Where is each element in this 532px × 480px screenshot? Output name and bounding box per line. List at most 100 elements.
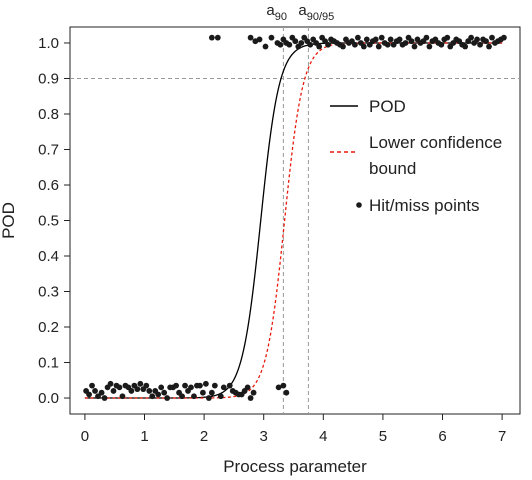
data-point (378, 34, 385, 41)
data-point (182, 382, 188, 389)
data-point (277, 41, 284, 48)
y-tick-label: 0.8 (38, 106, 59, 123)
data-point (483, 38, 489, 45)
data-point (217, 393, 224, 400)
x-tick-label: 4 (319, 428, 327, 445)
data-point (98, 389, 105, 396)
data-point (363, 36, 370, 43)
x-tick-label: 6 (438, 428, 446, 445)
data-point (247, 34, 254, 41)
data-point (164, 395, 171, 401)
data-point (107, 380, 114, 387)
data-point (146, 388, 153, 394)
data-point (208, 34, 215, 41)
data-point (283, 389, 290, 396)
data-point (340, 43, 346, 50)
data-point (116, 384, 123, 391)
label-subscript: 90 (275, 11, 287, 23)
data-point (173, 382, 179, 389)
threshold-labels: a90 a90/95 (266, 2, 334, 23)
data-point (325, 41, 331, 48)
data-point (462, 43, 469, 50)
data-point (191, 393, 197, 400)
data-point (158, 384, 165, 391)
data-point (307, 41, 314, 48)
x-tick-label: 5 (379, 428, 387, 445)
y-tick-label: 0.3 (38, 284, 59, 301)
data-point (110, 388, 117, 394)
data-point (268, 34, 275, 41)
x-tick-label: 7 (498, 428, 506, 445)
legend: POD Lower confidence bound Hit/miss points (330, 97, 502, 215)
label-base: a (298, 2, 307, 19)
data-point (211, 382, 218, 389)
data-point (474, 36, 480, 43)
data-point (360, 43, 367, 50)
data-point (188, 384, 194, 391)
label-base: a (266, 2, 275, 19)
data-point (352, 41, 358, 48)
data-point (92, 388, 98, 394)
data-point (250, 389, 257, 396)
data-point (375, 43, 382, 50)
y-tick-label: 0.4 (38, 248, 59, 265)
data-point (468, 34, 475, 41)
x-tick-label: 2 (200, 428, 208, 445)
a90-label: a90 (266, 2, 287, 23)
data-point (161, 389, 168, 396)
data-point (354, 34, 361, 41)
data-point (486, 43, 492, 50)
plot-frame (69, 26, 521, 415)
data-point (396, 36, 403, 43)
data-point (244, 384, 251, 391)
y-tick-label: 0.1 (38, 355, 59, 372)
data-point (402, 40, 409, 46)
data-point (143, 382, 150, 389)
data-point (292, 38, 299, 45)
data-point (101, 395, 108, 401)
data-point (501, 34, 507, 41)
data-point (411, 43, 418, 50)
data-point (275, 384, 282, 391)
data-point (86, 391, 92, 398)
y-tick-label: 0.2 (38, 319, 59, 336)
data-point (256, 36, 263, 43)
data-point (137, 380, 144, 387)
pod-curve (84, 42, 503, 399)
data-point (262, 43, 269, 50)
data-point (226, 382, 233, 389)
data-point (384, 41, 391, 48)
y-tick-label: 1.0 (38, 35, 59, 52)
data-point (247, 395, 254, 401)
y-tick-label: 0.6 (38, 177, 59, 194)
data-point (280, 382, 287, 389)
data-point (316, 43, 323, 50)
a90-95-label: a90/95 (298, 2, 334, 23)
legend-label: POD (369, 97, 406, 116)
data-point (205, 395, 212, 401)
curves (84, 42, 503, 399)
data-point (438, 41, 445, 48)
data-point (149, 393, 156, 400)
reference-lines (70, 27, 520, 414)
data-point (134, 386, 141, 393)
legend-label: Hit/miss points (369, 196, 480, 215)
data-point (200, 389, 206, 396)
y-axis-label: POD (0, 202, 18, 239)
data-point (489, 34, 495, 41)
y-tick-label: 0.0 (38, 390, 59, 407)
data-point (444, 34, 451, 41)
data-point (202, 380, 209, 387)
y-tick-label: 0.7 (38, 141, 59, 158)
data-point (119, 393, 126, 400)
x-tick-label: 3 (260, 428, 268, 445)
data-point (197, 382, 203, 389)
legend-label: Lower confidence (369, 133, 502, 152)
hit-miss-points (83, 34, 507, 401)
data-point (89, 382, 95, 389)
data-point (155, 391, 162, 398)
data-point (179, 393, 185, 400)
data-point (298, 40, 305, 46)
label-subscript: 90/95 (307, 11, 335, 23)
